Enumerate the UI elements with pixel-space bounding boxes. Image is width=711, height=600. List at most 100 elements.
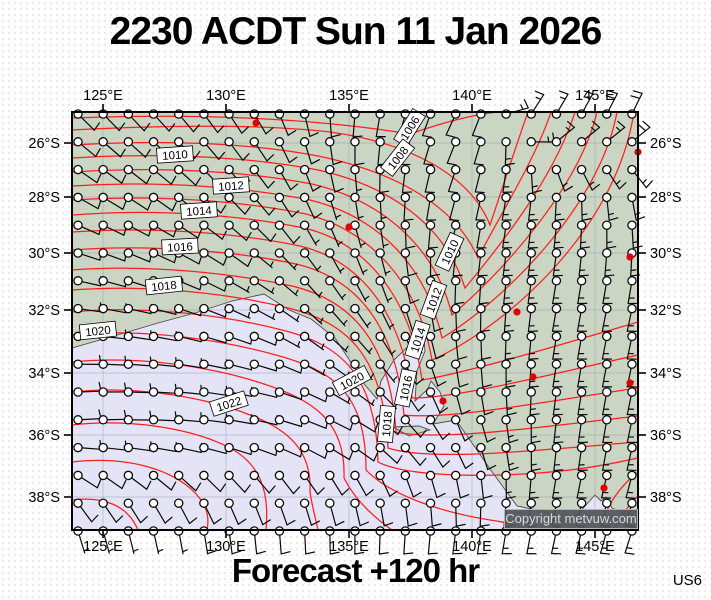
lon-label-top: 140°E	[452, 88, 492, 104]
wind-barb	[148, 192, 177, 212]
wind-barb	[325, 137, 343, 166]
wind-barb	[224, 276, 250, 293]
wind-barb	[148, 248, 178, 264]
wind-barb	[73, 220, 102, 236]
wind-barb	[98, 409, 127, 425]
wind-barb	[299, 220, 320, 246]
isobar-value-label: 1018	[377, 404, 396, 443]
wind-barb	[199, 137, 226, 160]
isobar-value-label: 1012	[212, 176, 250, 195]
wind-barb	[350, 192, 364, 221]
wind-barb	[350, 276, 370, 302]
city-dot	[626, 253, 634, 261]
wind-barb	[576, 359, 588, 388]
lat-label-right: 32°S	[650, 303, 682, 319]
wind-barb	[400, 192, 414, 221]
wind-barb	[299, 331, 325, 351]
wind-barb	[325, 164, 344, 193]
wind-barb	[224, 220, 252, 241]
wind-barb	[601, 331, 613, 360]
wind-barb	[299, 248, 322, 273]
wind-barb	[199, 470, 227, 493]
wind-barb	[551, 248, 563, 277]
wind-barb	[224, 248, 253, 267]
wind-barb	[350, 387, 375, 407]
wind-barb	[425, 387, 449, 414]
wind-barb	[249, 331, 279, 346]
lat-label-right: 28°S	[650, 190, 682, 206]
wind-barb	[425, 359, 447, 387]
wind-barb	[73, 470, 102, 489]
wind-barb	[73, 381, 102, 397]
wind-barb	[249, 276, 275, 295]
wind-barb	[400, 220, 416, 249]
wind-barb	[400, 498, 418, 527]
wind-barb	[626, 442, 637, 472]
wind-barb	[501, 164, 513, 193]
lat-label-right: 30°S	[650, 246, 682, 262]
wind-barb	[551, 359, 563, 388]
wind-barb	[501, 192, 512, 221]
lat-label-left: 32°S	[28, 303, 60, 319]
wind-barb	[501, 387, 517, 416]
wind-barb	[249, 303, 276, 321]
wind-barb	[123, 303, 152, 315]
wind-barb	[474, 164, 486, 194]
wind-barb	[299, 387, 329, 403]
wind-barb	[299, 498, 321, 526]
wind-barb	[501, 248, 513, 277]
wind-barb	[73, 498, 99, 523]
wind-barb	[576, 220, 591, 249]
wind-barb	[98, 220, 127, 236]
wind-barb	[551, 276, 563, 305]
forecast-hour-label: Forecast +120 hr	[231, 552, 480, 589]
isobar-value-label: 1016	[161, 237, 199, 256]
lon-label-top: 130°E	[206, 88, 246, 104]
wind-barb	[299, 164, 322, 192]
wind-barb	[450, 442, 474, 470]
wind-barb	[423, 137, 436, 166]
wind-barb	[375, 276, 393, 303]
isobar-labels: 1006100810101010101210121014101410161016…	[78, 107, 465, 443]
wind-barb	[350, 442, 379, 462]
wind-barb	[224, 470, 251, 493]
wind-barb	[274, 248, 298, 271]
wind-barb	[576, 248, 589, 277]
wind-barb	[576, 470, 587, 499]
svg-text:1010: 1010	[162, 149, 188, 163]
wind-barb	[375, 498, 394, 527]
wind-barb	[173, 220, 203, 239]
wind-barb	[551, 220, 564, 249]
city-dot	[626, 379, 634, 387]
wind-barb	[602, 120, 626, 147]
lat-label-right: 36°S	[650, 428, 682, 444]
wind-barb	[576, 442, 588, 471]
wind-barb	[576, 303, 588, 332]
wind-barb	[425, 442, 451, 468]
wind-barb	[602, 276, 613, 305]
wind-barb	[475, 192, 486, 221]
wind-barb	[476, 498, 490, 527]
wind-barb	[576, 415, 588, 444]
wind-barb	[350, 415, 379, 433]
wind-barb	[325, 331, 349, 353]
wind-barb	[476, 248, 488, 277]
wind-barb	[274, 220, 301, 244]
wind-barb	[627, 276, 638, 305]
wind-barb	[602, 415, 613, 444]
wind-barb	[274, 442, 304, 458]
wind-barb	[224, 303, 251, 319]
lon-label-bottom: 135°E	[329, 539, 369, 555]
wind-barb	[199, 498, 222, 525]
isobar-1024	[72, 459, 209, 530]
wind-barb	[350, 331, 373, 355]
wind-barb	[526, 164, 543, 194]
lon-label-bottom: 125°E	[83, 539, 123, 555]
wind-barb	[274, 164, 299, 191]
lat-label-left: 30°S	[28, 246, 60, 262]
svg-text:1016: 1016	[167, 241, 193, 254]
wind-barb	[148, 220, 178, 238]
chart-code: US6	[672, 572, 702, 589]
wind-barb	[602, 164, 627, 190]
wind-barb	[123, 220, 153, 237]
